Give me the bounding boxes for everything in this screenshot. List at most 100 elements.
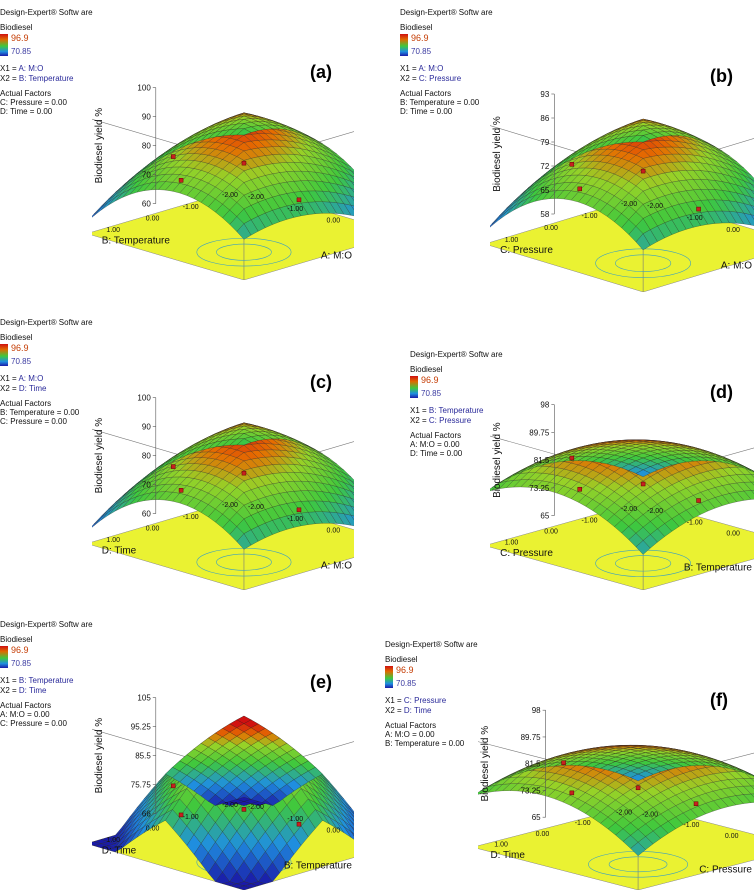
x2-row: X2 = C: Pressure: [400, 74, 493, 83]
actual-factor: B: Temperature = 0.00: [385, 739, 465, 749]
actual-factor: D: Time = 0.00: [400, 107, 453, 117]
color-scale-bar: [410, 376, 418, 399]
x-tick-label: -2.00: [647, 203, 663, 210]
y-axis-label: D: Time: [490, 850, 525, 861]
design-point: [577, 486, 583, 492]
actual-factor: C: Pressure = 0.00: [0, 417, 67, 427]
color-legend: 96.9 70.85: [400, 33, 493, 58]
color-scale-bar: [385, 666, 393, 689]
x-tick-label: -2.00: [248, 804, 264, 811]
y-tick-label: -2.00: [621, 506, 637, 513]
z-tick-label: 70: [142, 481, 151, 490]
color-legend: 96.9 70.85: [385, 665, 478, 690]
z-tick-label: 60: [142, 510, 151, 519]
x2-row: X2 = D: Time: [385, 706, 478, 715]
color-scale-bar: [0, 646, 8, 669]
z-axis-label: Biodiesel yield %: [94, 418, 105, 494]
design-point: [241, 160, 247, 166]
surface-facet: [93, 512, 109, 526]
color-legend: 96.9 70.85: [410, 375, 503, 400]
y-tick-label: 0.00: [544, 225, 558, 232]
x1-row: X1 = B: Temperature: [410, 406, 503, 415]
actual-factors-title: Actual Factors: [0, 398, 52, 408]
y-tick-label: 0.00: [146, 825, 160, 832]
x1-row: X1 = C: Pressure: [385, 696, 478, 705]
z-tick-label: 89.75: [521, 733, 542, 742]
legend-min-value: 70.85: [11, 47, 32, 57]
panel-letter: (d): [710, 382, 733, 402]
z-tick-label: 105: [137, 694, 151, 703]
y-tick-label: -1.00: [582, 517, 598, 524]
y-tick-label: 1.00: [505, 540, 519, 547]
surface-facet: [93, 202, 109, 216]
design-point: [696, 206, 701, 212]
x1-row: X1 = B: Temperature: [0, 676, 93, 685]
z-tick-label: 65: [532, 813, 541, 822]
x1-factor: A: M:O: [418, 64, 444, 74]
z-tick-label: 70: [142, 171, 151, 180]
x2-row: X2 = D: Time: [0, 384, 93, 393]
z-tick-label: 60: [142, 200, 151, 209]
z-tick-label: 65: [540, 186, 549, 195]
software-label: Design-Expert® Softw are: [0, 620, 93, 629]
y-tick-label: -2.00: [616, 809, 632, 816]
z-tick-label: 80: [142, 142, 151, 151]
x2-row: X2 = C: Pressure: [410, 416, 503, 425]
x1-row: X1 = A: M:O: [0, 374, 93, 383]
design-point: [241, 807, 247, 812]
z-tick-label: 81.5: [525, 760, 541, 769]
design-point: [577, 186, 583, 192]
floor-contour: [608, 856, 668, 873]
z-tick-label: 98: [532, 706, 541, 715]
design-point: [170, 154, 176, 159]
legend-max-value: 96.9: [411, 33, 429, 44]
y-axis-label: D: Time: [102, 545, 137, 556]
x1-prefix: X1 =: [0, 64, 19, 74]
z-tick-label: 98: [540, 401, 549, 410]
y-tick-label: 0.00: [146, 525, 160, 532]
x-axis-label: A: M:O: [721, 260, 752, 271]
design-point: [635, 785, 641, 791]
floor-contour: [615, 254, 672, 272]
x-tick-label: 0.00: [327, 827, 341, 834]
response-surface: [92, 422, 354, 550]
design-point: [569, 455, 575, 461]
actual-factor: A: M:O = 0.00: [410, 439, 460, 449]
x1-factor: C: Pressure: [403, 696, 447, 706]
x-axis-label: A: M:O: [321, 250, 352, 261]
x2-factor: C: Pressure: [418, 73, 462, 83]
x2-prefix: X2 =: [400, 73, 419, 83]
legend-min-value: 70.85: [396, 679, 417, 689]
x2-factor: B: Temperature: [18, 73, 74, 83]
response-label: Biodiesel: [0, 333, 33, 343]
z-tick-label: 72: [540, 162, 549, 171]
x2-factor: D: Time: [18, 685, 47, 695]
actual-factor: A: M:O = 0.00: [385, 729, 435, 739]
x-tick-label: -1.00: [687, 519, 703, 526]
surface-facet: [236, 128, 252, 136]
x1-prefix: X1 =: [385, 696, 404, 706]
x2-factor: D: Time: [18, 383, 47, 393]
actual-factors-title: Actual Factors: [400, 88, 452, 98]
z-tick-label: 80: [142, 452, 151, 461]
z-tick-label: 73.25: [529, 484, 550, 493]
x1-factor: B: Temperature: [428, 406, 484, 416]
x-tick-label: 0.00: [725, 833, 739, 840]
actual-factor: D: Time = 0.00: [0, 107, 53, 117]
x-tick-label: -2.00: [642, 811, 658, 818]
z-tick-label: 90: [142, 423, 151, 432]
z-tick-label: 100: [137, 84, 151, 93]
color-legend: 96.9 70.85: [0, 343, 93, 368]
actual-factor: A: M:O = 0.00: [0, 709, 50, 719]
surface-facet: [630, 773, 646, 781]
panel-letter: (b): [710, 66, 733, 86]
surface-facet: [93, 510, 109, 525]
z-tick-label: 81.5: [534, 456, 550, 465]
color-scale-bar: [400, 34, 408, 57]
x-tick-label: 0.00: [726, 530, 740, 537]
x2-row: X2 = B: Temperature: [0, 74, 93, 83]
y-tick-label: -1.00: [183, 204, 199, 211]
y-tick-label: -1.00: [582, 213, 598, 220]
response-label: Biodiesel: [0, 635, 33, 645]
